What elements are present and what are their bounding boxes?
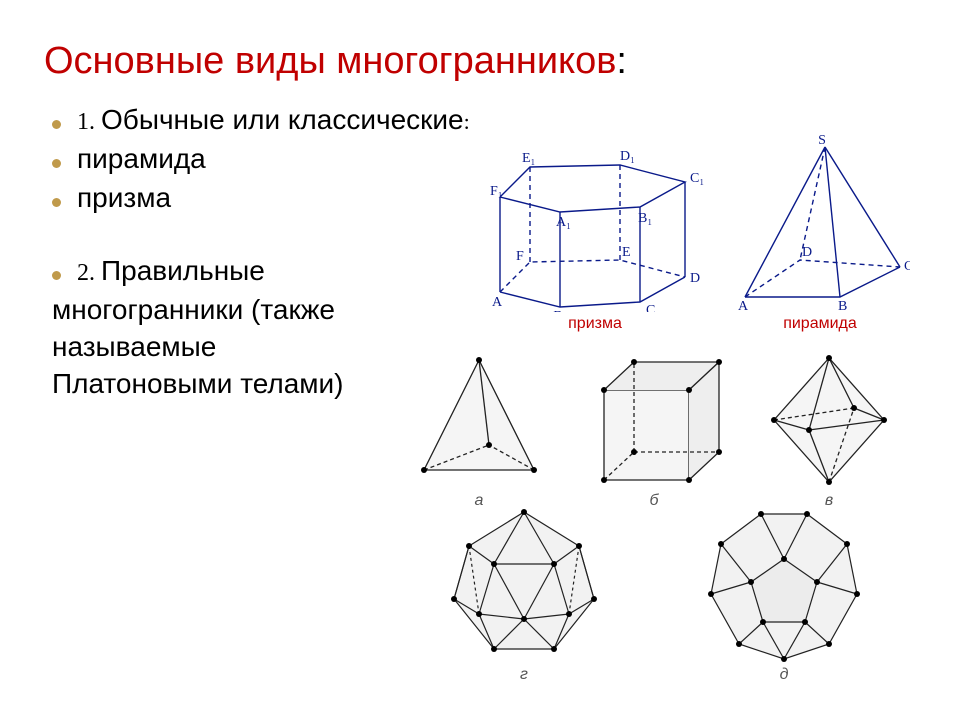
octahedron-svg	[759, 350, 899, 490]
line-b-text: называемые	[52, 331, 216, 362]
svg-text:S: S	[818, 133, 826, 148]
bullet-2-num: 2.	[77, 260, 101, 286]
icosahedron-cell: г	[439, 504, 609, 684]
svg-text:F₁: F₁	[490, 184, 503, 199]
svg-text:A: A	[492, 295, 503, 310]
prism-figure: A B C D E F F₁ A₁ B₁ C₁ D₁ E₁ призма	[470, 132, 720, 337]
svg-text:A: A	[738, 299, 749, 312]
bullet-dot-icon	[52, 271, 61, 280]
svg-text:B₁: B₁	[638, 211, 652, 226]
svg-text:C₁: C₁	[690, 171, 704, 186]
line-c-text: Платоновыми телами)	[52, 368, 343, 399]
icosa-label: г	[439, 666, 609, 684]
bullet-dot-icon	[52, 159, 61, 168]
cube-cell: б	[579, 350, 729, 510]
line-a-text: многогранники (также	[52, 294, 335, 325]
svg-text:E₁: E₁	[522, 151, 535, 166]
prism-svg: A B C D E F F₁ A₁ B₁ C₁ D₁ E₁	[470, 132, 720, 312]
bullet-1-punct: :	[464, 109, 470, 134]
dodecahedron-cell: д	[699, 504, 869, 684]
platonic-row-2: г	[394, 514, 914, 684]
dodeca-svg	[699, 504, 869, 664]
pyramid-caption: пирамида	[730, 315, 910, 333]
platonic-figures: а	[394, 350, 914, 680]
pyramid-figure: S A B C D пирамида	[730, 132, 910, 337]
title-text: Основные виды многогранников	[44, 40, 616, 82]
tetrahedron-cell: а	[409, 350, 549, 510]
bullet-prism-text: призма	[77, 180, 171, 215]
svg-text:D: D	[802, 245, 812, 260]
svg-text:B: B	[838, 299, 847, 312]
svg-text:B: B	[553, 309, 562, 312]
bullet-dot-icon	[52, 198, 61, 207]
svg-text:C: C	[646, 303, 655, 312]
dodeca-label: д	[699, 666, 869, 684]
top-figures: A B C D E F F₁ A₁ B₁ C₁ D₁ E₁ призма	[470, 132, 910, 337]
bullet-1-main: Обычные или классические	[101, 104, 464, 135]
platonic-row-1: а	[394, 350, 914, 510]
svg-text:C: C	[904, 259, 910, 274]
cube-svg	[579, 350, 729, 490]
bullet-dot-icon	[52, 120, 61, 129]
octahedron-cell: в	[759, 350, 899, 510]
svg-text:D: D	[690, 271, 700, 286]
title-colon: :	[616, 40, 627, 82]
svg-text:D₁: D₁	[620, 149, 635, 164]
slide: Основные виды многогранников: 1. Обычные…	[0, 0, 960, 720]
bullet-2-text: 2. Правильные	[77, 253, 265, 288]
svg-text:A₁: A₁	[556, 215, 571, 230]
pyramid-svg: S A B C D	[730, 132, 910, 312]
slide-title: Основные виды многогранников:	[44, 40, 916, 84]
bullet-1-text: 1. Обычные или классические:	[77, 102, 470, 137]
prism-caption: призма	[470, 315, 720, 333]
bullet-pyramid-text: пирамида	[77, 141, 206, 176]
svg-text:E: E	[622, 245, 631, 260]
tetrahedron-svg	[409, 350, 549, 490]
svg-text:F: F	[516, 249, 524, 264]
bullet-1-num: 1.	[77, 109, 101, 135]
icosa-svg	[439, 504, 609, 664]
bullet-2-main: Правильные	[101, 255, 265, 286]
